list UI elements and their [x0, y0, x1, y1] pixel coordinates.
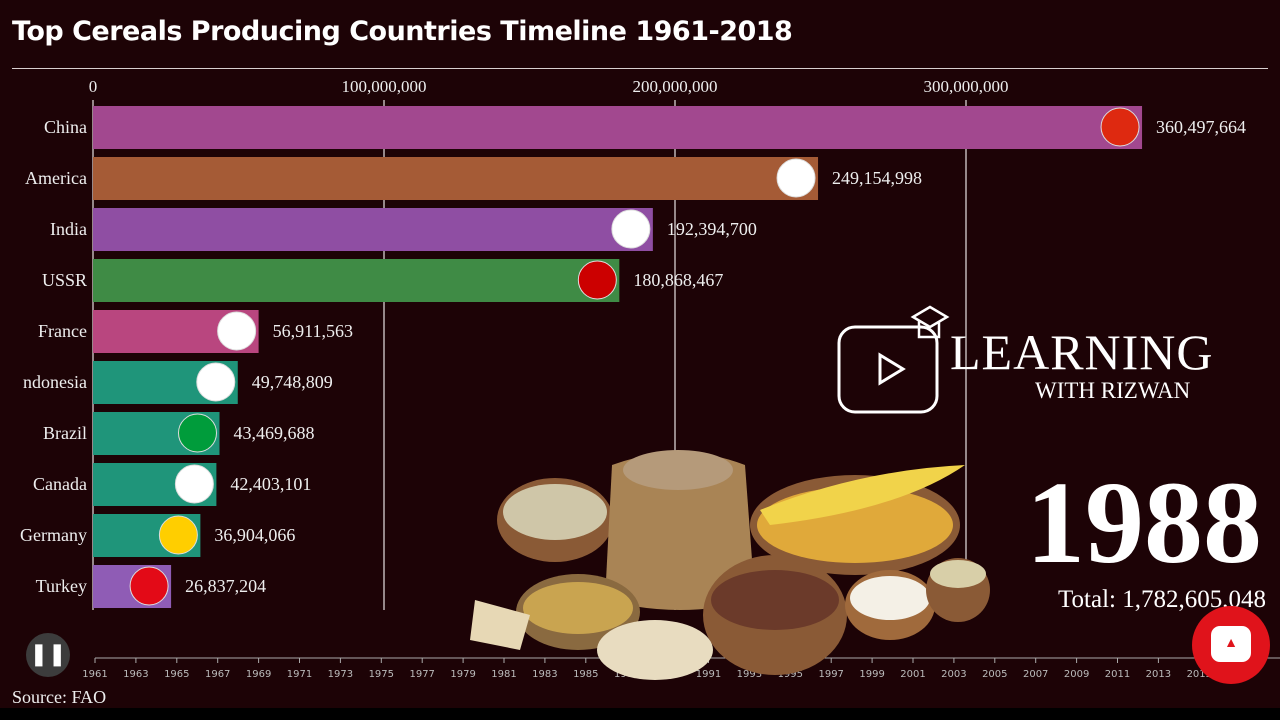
- bar-label: Brazil: [43, 423, 87, 443]
- timeline-label: 1991: [696, 669, 721, 680]
- bar-ussr: [93, 259, 620, 302]
- bar-label: China: [44, 117, 87, 137]
- logo-line1: LEARNING: [950, 324, 1214, 380]
- timeline-label: 2013: [1146, 669, 1171, 680]
- canada-flag: [174, 464, 214, 504]
- timeline-label: 1973: [328, 669, 353, 680]
- bar-value-label: 43,469,688: [233, 423, 314, 443]
- timeline-label: 1961: [82, 669, 107, 680]
- bar-label: India: [50, 219, 87, 239]
- timeline-label: 1975: [369, 669, 394, 680]
- subscribe-button[interactable]: ▲: [1192, 606, 1270, 684]
- current-year: 1988: [1026, 457, 1262, 588]
- x-tick-label: 100,000,000: [342, 77, 427, 96]
- timeline-label: 1983: [532, 669, 557, 680]
- bar-value-label: 26,837,204: [185, 576, 266, 596]
- timeline-label: 2001: [900, 669, 925, 680]
- bar-value-label: 49,748,809: [252, 372, 333, 392]
- bar-value-label: 56,911,563: [273, 321, 353, 341]
- timeline-label: 1971: [287, 669, 312, 680]
- pause-button[interactable]: ❚❚: [26, 633, 70, 677]
- bar-label: Germany: [20, 525, 87, 545]
- indonesia-flag: [196, 362, 236, 402]
- bar-value-label: 192,394,700: [667, 219, 757, 239]
- play-cap-icon: [837, 305, 950, 414]
- timeline-label: 2009: [1064, 669, 1089, 680]
- bar-china: [93, 106, 1143, 149]
- timeline-label: 1985: [573, 669, 598, 680]
- bar-label: Canada: [33, 474, 87, 494]
- bar-india: [93, 208, 653, 251]
- timeline-label: 2007: [1023, 669, 1048, 680]
- timeline-label: 2011: [1105, 669, 1130, 680]
- timeline-slider-handle[interactable]: [643, 654, 652, 662]
- timeline-label: 1999: [859, 669, 884, 680]
- source-note: Source: FAO: [12, 687, 107, 707]
- bar-label: USSR: [42, 270, 87, 290]
- turkey-flag: [129, 566, 169, 606]
- france-flag: [217, 311, 257, 351]
- timeline-label: 1965: [164, 669, 189, 680]
- timeline-label: 1995: [778, 669, 803, 680]
- channel-logo: LEARNING WITH RIZWAN: [835, 305, 1215, 415]
- timeline-label: 2005: [982, 669, 1007, 680]
- x-tick-label: 200,000,000: [633, 77, 718, 96]
- usa-flag: [776, 158, 816, 198]
- germany-flag: [158, 515, 198, 555]
- timeline-label: 1997: [818, 669, 843, 680]
- timeline-label: 1977: [409, 669, 434, 680]
- youtube-play-icon: ▲: [1211, 626, 1251, 662]
- bar-value-label: 180,868,467: [633, 270, 723, 290]
- timeline-label: 1981: [491, 669, 516, 680]
- timeline-label: 1969: [246, 669, 271, 680]
- bar-label: France: [38, 321, 87, 341]
- x-tick-label: 0: [89, 77, 98, 96]
- india-flag: [611, 209, 651, 249]
- china-flag: [1100, 107, 1140, 147]
- timeline-label: 1989: [655, 669, 680, 680]
- bar-value-label: 249,154,998: [832, 168, 922, 188]
- bar-label: America: [25, 168, 87, 188]
- brazil-flag: [177, 413, 217, 453]
- logo-line2: WITH RIZWAN: [1035, 378, 1191, 403]
- bar-value-label: 42,403,101: [230, 474, 311, 494]
- ussr-flag: [577, 260, 617, 300]
- chart-title: Top Cereals Producing Countries Timeline…: [12, 16, 793, 47]
- x-tick-label: 300,000,000: [924, 77, 1009, 96]
- timeline-label: 1967: [205, 669, 230, 680]
- title-divider: [12, 68, 1268, 69]
- bar-value-label: 360,497,664: [1156, 117, 1246, 137]
- timeline-label: 1979: [450, 669, 475, 680]
- bar-america: [93, 157, 819, 200]
- timeline-label: 1993: [737, 669, 762, 680]
- timeline-label: 1987: [614, 669, 639, 680]
- timeline-label: 2015: [1187, 669, 1212, 680]
- timeline-label: 2003: [941, 669, 966, 680]
- bar-label: ndonesia: [23, 372, 87, 392]
- bar-label: Turkey: [36, 576, 87, 596]
- bar-value-label: 36,904,066: [214, 525, 295, 545]
- timeline-label: 1963: [123, 669, 148, 680]
